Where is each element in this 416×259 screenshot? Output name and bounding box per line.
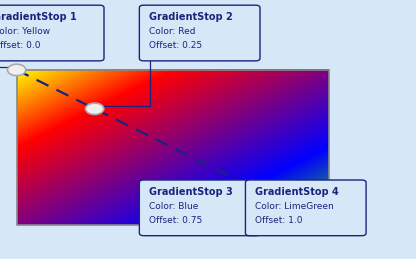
- Text: GradientStop 2: GradientStop 2: [149, 12, 232, 23]
- Circle shape: [86, 103, 104, 114]
- Text: Color: Yellow: Color: Yellow: [0, 27, 50, 36]
- FancyBboxPatch shape: [245, 180, 366, 236]
- Text: Color: Blue: Color: Blue: [149, 202, 198, 211]
- FancyBboxPatch shape: [139, 180, 260, 236]
- Text: Color: Red: Color: Red: [149, 27, 195, 36]
- Text: Offset: 0.75: Offset: 0.75: [149, 216, 202, 225]
- Circle shape: [242, 181, 260, 192]
- Circle shape: [7, 64, 26, 76]
- FancyBboxPatch shape: [0, 5, 104, 61]
- Text: Offset: 0.25: Offset: 0.25: [149, 41, 202, 50]
- Text: Offset: 0.0: Offset: 0.0: [0, 41, 40, 50]
- FancyBboxPatch shape: [139, 5, 260, 61]
- Text: GradientStop 3: GradientStop 3: [149, 187, 232, 197]
- Text: GradientStop 1: GradientStop 1: [0, 12, 76, 23]
- Circle shape: [319, 220, 338, 231]
- Bar: [17, 70, 329, 225]
- Text: Offset: 1.0: Offset: 1.0: [255, 216, 302, 225]
- Text: GradientStop 4: GradientStop 4: [255, 187, 338, 197]
- Text: Color: LimeGreen: Color: LimeGreen: [255, 202, 333, 211]
